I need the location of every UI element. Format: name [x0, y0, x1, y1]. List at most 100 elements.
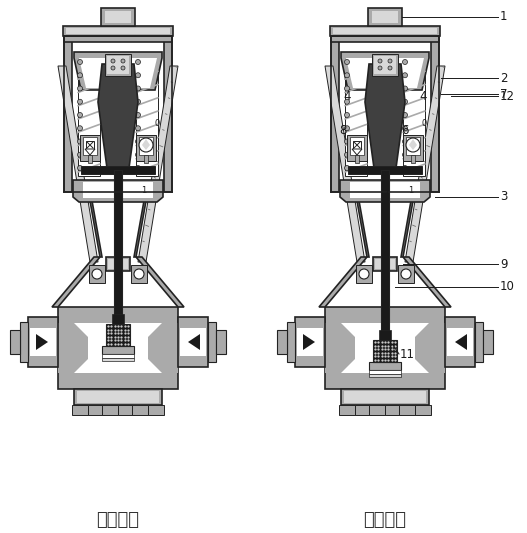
Text: 1: 1 [408, 185, 414, 195]
Bar [74, 389, 162, 405]
Bar [108, 259, 128, 269]
Polygon shape [52, 257, 100, 307]
Bar [136, 58, 158, 176]
Circle shape [135, 112, 141, 117]
Polygon shape [405, 66, 445, 262]
Text: 9: 9 [500, 257, 508, 271]
Polygon shape [98, 64, 138, 168]
Circle shape [121, 59, 125, 63]
Bar [114, 170, 122, 342]
Circle shape [378, 66, 382, 70]
Circle shape [77, 60, 83, 64]
Bar [483, 330, 493, 354]
Bar [403, 135, 423, 161]
Circle shape [345, 152, 349, 157]
Text: 0: 0 [154, 119, 160, 128]
Polygon shape [409, 139, 417, 150]
Bar [64, 36, 172, 42]
Bar [148, 405, 164, 415]
Circle shape [403, 139, 407, 144]
Polygon shape [58, 66, 98, 262]
Bar [30, 328, 56, 356]
Polygon shape [401, 66, 437, 257]
Polygon shape [74, 323, 162, 373]
Bar [216, 330, 226, 354]
Text: 4: 4 [343, 91, 351, 103]
Polygon shape [319, 257, 367, 307]
Circle shape [345, 72, 349, 78]
Circle shape [135, 99, 141, 104]
Circle shape [135, 126, 141, 131]
Bar [72, 405, 88, 415]
Polygon shape [73, 180, 163, 202]
Circle shape [359, 269, 369, 279]
Bar [208, 322, 216, 362]
Polygon shape [136, 257, 184, 307]
Polygon shape [325, 323, 355, 373]
Bar [102, 354, 134, 358]
Circle shape [135, 86, 141, 91]
Bar [399, 405, 415, 415]
Bar [331, 36, 439, 42]
Bar [373, 257, 397, 271]
Bar [83, 137, 97, 155]
Text: 2: 2 [500, 71, 508, 85]
Text: 4: 4 [419, 91, 427, 103]
Circle shape [345, 60, 349, 64]
Polygon shape [325, 66, 365, 262]
Circle shape [345, 139, 349, 144]
Bar [102, 358, 134, 361]
Bar [350, 137, 364, 155]
Bar [431, 36, 439, 192]
Circle shape [135, 60, 141, 64]
Polygon shape [340, 180, 430, 202]
Bar [80, 135, 100, 161]
Text: 10: 10 [500, 280, 515, 294]
Circle shape [378, 59, 382, 63]
Circle shape [77, 139, 83, 144]
Polygon shape [346, 58, 424, 88]
Circle shape [77, 166, 83, 171]
Polygon shape [36, 334, 48, 350]
Bar [28, 317, 58, 367]
Circle shape [388, 59, 392, 63]
Bar [374, 56, 396, 74]
Text: 3: 3 [500, 190, 508, 204]
Text: 阀门关闭: 阀门关闭 [96, 511, 140, 529]
Bar [348, 166, 422, 174]
Bar [63, 26, 173, 36]
Bar [105, 54, 131, 76]
Text: 6: 6 [401, 124, 409, 136]
Circle shape [403, 112, 407, 117]
Bar [403, 58, 425, 176]
Polygon shape [303, 334, 315, 350]
Bar [58, 307, 178, 389]
Polygon shape [341, 52, 429, 90]
Bar [144, 155, 148, 163]
Bar [58, 323, 178, 373]
Polygon shape [85, 149, 95, 155]
Polygon shape [365, 64, 405, 168]
Bar [20, 322, 28, 362]
Circle shape [135, 72, 141, 78]
Bar [373, 340, 397, 362]
Bar [86, 141, 94, 149]
Bar [88, 405, 104, 415]
Polygon shape [188, 334, 200, 350]
Polygon shape [142, 139, 150, 150]
Circle shape [345, 86, 349, 91]
Bar [372, 11, 398, 23]
Bar [77, 391, 159, 403]
Circle shape [121, 66, 125, 70]
Bar [72, 36, 164, 192]
Circle shape [403, 99, 407, 104]
Circle shape [401, 269, 411, 279]
Bar [112, 314, 124, 326]
Bar [381, 170, 389, 372]
Bar [10, 330, 20, 354]
Bar [66, 28, 170, 34]
Polygon shape [148, 323, 178, 373]
Bar [355, 405, 371, 415]
Bar [385, 405, 401, 415]
Circle shape [111, 66, 115, 70]
